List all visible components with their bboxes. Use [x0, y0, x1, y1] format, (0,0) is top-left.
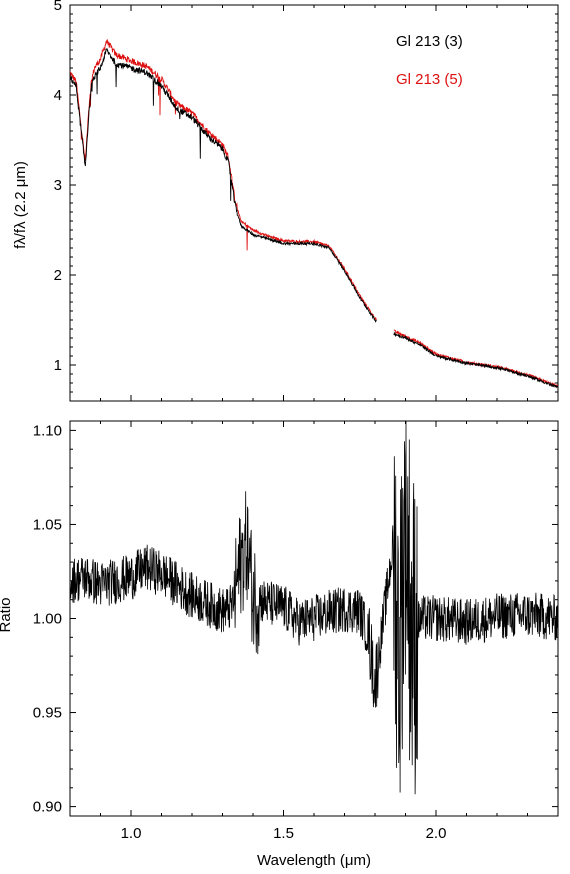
series-gl213-5-line [69, 39, 377, 321]
bottom-y-tick-label: 1.00 [33, 611, 62, 628]
top-axis-ticks: 1 2 3 4 5 [54, 0, 559, 401]
bottom-series-group [69, 420, 559, 795]
top-series-group [69, 39, 559, 389]
top-y-tick-label: 1 [54, 357, 62, 374]
series-gl213-3-line [69, 47, 377, 323]
bottom-y-tick-label: 0.95 [33, 705, 62, 722]
series-gl213-3-line [393, 331, 559, 389]
ratio-series-line [69, 420, 559, 795]
legend-entry-2: Gl 213 (5) [396, 71, 463, 88]
top-y-tick-label: 2 [54, 267, 62, 284]
top-y-tick-label: 5 [54, 0, 62, 14]
bottom-axis-ticks: 1.0 1.5 2.0 0.90 0.95 1.00 1.05 1.10 [33, 421, 559, 842]
x-axis-title: Wavelength (μm) [257, 852, 371, 869]
bottom-y-tick-label: 1.05 [33, 516, 62, 533]
bottom-y-tick-label: 1.10 [33, 422, 62, 439]
top-y-tick-label: 4 [54, 87, 62, 104]
top-y-tick-label: 3 [54, 177, 62, 194]
bottom-y-tick-label: 0.90 [33, 799, 62, 816]
legend-entry-1: Gl 213 (3) [396, 33, 463, 50]
x-tick-label: 2.0 [426, 825, 447, 842]
top-y-axis-title: fλ/fλ (2.2 μm) [12, 161, 29, 249]
x-tick-label: 1.5 [273, 825, 294, 842]
bottom-y-axis-title: Ratio [0, 597, 14, 632]
x-tick-label: 1.0 [121, 825, 142, 842]
